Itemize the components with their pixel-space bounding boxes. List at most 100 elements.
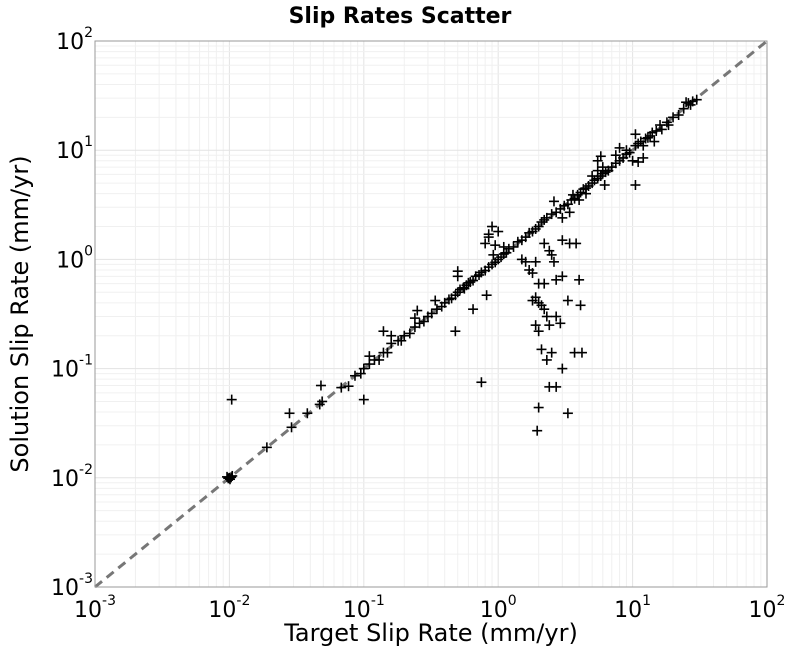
data-point (520, 256, 531, 267)
x-axis-label: Target Slip Rate (mm/yr) (283, 619, 578, 647)
data-point (459, 283, 470, 294)
data-point (286, 422, 297, 433)
x-axis-ticks: 10-3 10-2 10-1 100 101 102 (74, 593, 785, 623)
data-point (382, 347, 393, 358)
data-point (587, 171, 598, 182)
data-point (638, 152, 649, 163)
data-point (533, 326, 544, 337)
data-point (691, 94, 702, 105)
data-point (551, 274, 562, 285)
data-point (503, 243, 514, 254)
data-point (527, 295, 538, 306)
data-point (450, 326, 461, 337)
x-tick-label: 102 (749, 593, 786, 623)
data-point (557, 363, 568, 374)
data-point (226, 394, 237, 405)
data-point (476, 377, 487, 388)
data-point (595, 151, 606, 162)
y-tick-label: 101 (56, 134, 93, 164)
data-point (487, 221, 498, 232)
data-point (536, 344, 547, 355)
data-point (386, 330, 397, 341)
data-point (562, 295, 573, 306)
data-point (527, 268, 538, 279)
data-point (508, 241, 519, 252)
data-point (480, 238, 491, 249)
data-point (569, 347, 580, 358)
data-point (592, 165, 603, 176)
data-point (683, 98, 694, 109)
data-point (555, 318, 566, 329)
data-point (681, 97, 692, 108)
data-point (343, 381, 354, 392)
data-point (663, 120, 674, 131)
data-point (452, 271, 463, 282)
data-point (481, 290, 492, 301)
data-point (404, 328, 415, 339)
data-point (630, 129, 641, 140)
y-axis-label: Solution Slip Rate (mm/yr) (6, 155, 34, 472)
data-point (364, 351, 375, 362)
data-point (533, 402, 544, 413)
data-point (539, 304, 550, 315)
data-point (358, 394, 369, 405)
y-tick-label: 102 (56, 25, 93, 55)
x-tick-label: 100 (480, 593, 517, 623)
plot-frame (94, 40, 768, 588)
data-point (541, 354, 552, 365)
data-point (317, 396, 328, 407)
data-point (562, 408, 573, 419)
data-point (655, 120, 666, 131)
data-point (614, 142, 625, 153)
data-point (355, 368, 366, 379)
data-point (551, 381, 562, 392)
data-point (668, 112, 679, 123)
data-point (488, 249, 499, 260)
data-point (315, 380, 326, 391)
x-tick-label: 10-2 (208, 593, 250, 623)
data-point (574, 274, 585, 285)
grid-lines (94, 41, 767, 588)
data-point (610, 150, 621, 161)
data-point (551, 311, 562, 322)
data-point (546, 209, 557, 220)
data-point (557, 212, 568, 223)
plot-area (94, 39, 768, 589)
data-point (261, 442, 272, 453)
y-tick-label: 100 (56, 243, 93, 273)
data-point (597, 162, 608, 173)
data-point (483, 229, 494, 240)
y-tick-label: 10-1 (51, 353, 93, 383)
data-point (548, 256, 559, 267)
data-point (678, 103, 689, 114)
data-point (546, 249, 557, 260)
data-point (302, 408, 313, 419)
data-point (633, 156, 644, 167)
data-point (638, 140, 649, 151)
data-point (621, 145, 632, 156)
data-point (530, 320, 541, 331)
data-point (642, 132, 653, 143)
data-point (546, 347, 557, 358)
data-point (490, 240, 501, 251)
data-point (539, 278, 550, 289)
data-point (493, 226, 504, 237)
data-point (656, 124, 667, 135)
data-point (574, 194, 585, 205)
y-tick-label: 10-2 (51, 462, 93, 492)
data-point (544, 320, 555, 331)
data-point (284, 408, 295, 419)
data-point (580, 188, 591, 199)
data-point (498, 241, 509, 252)
data-point (557, 235, 568, 246)
x-tick-label: 10-3 (74, 593, 116, 623)
y-tick-label: 10-3 (51, 571, 93, 601)
data-point (374, 354, 385, 365)
data-point (651, 125, 662, 136)
data-point (575, 300, 586, 311)
data-point (548, 196, 559, 207)
data-point (571, 238, 582, 249)
data-point (430, 295, 441, 306)
data-point (412, 305, 423, 316)
